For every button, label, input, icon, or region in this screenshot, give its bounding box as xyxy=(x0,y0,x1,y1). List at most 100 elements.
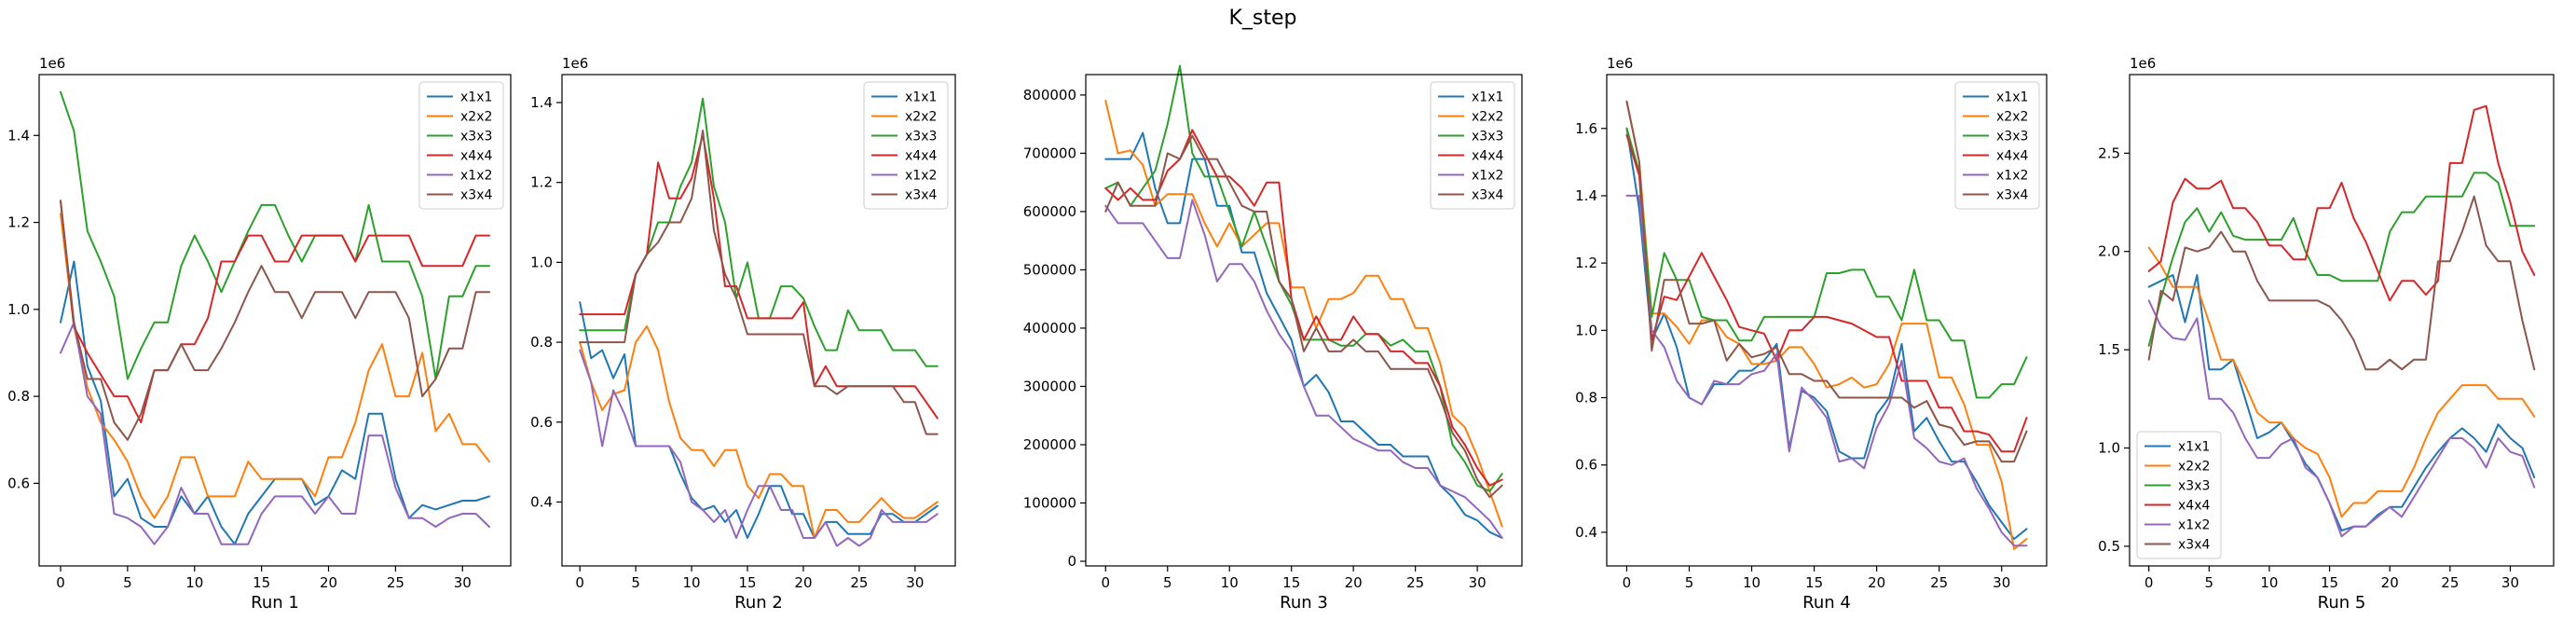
legend-label-x2x2: x2x2 xyxy=(460,110,492,125)
y-tick-label: 1.6 xyxy=(1575,120,1597,137)
series-line-x4x4 xyxy=(2147,104,2536,302)
figure-suptitle: K_step xyxy=(1228,7,1296,30)
chart-panel-2: 0 5 10 15 20 25 30 0.4 0.6 0.8 1.0 1.2 1.4 1e6 Run 2 x1… xyxy=(530,55,956,613)
x-tick-label: 0 xyxy=(56,574,65,591)
x-tick-label: 10 xyxy=(185,574,203,591)
x-axis-label: Run 2 xyxy=(734,593,783,613)
x-tick-label: 5 xyxy=(1685,574,1694,591)
x-tick-label: 25 xyxy=(1930,574,1948,591)
legend-label-x3x4: x3x4 xyxy=(460,188,492,203)
y-tick-label: 1.2 xyxy=(530,174,553,191)
y-tick-label: 2.5 xyxy=(2098,145,2120,161)
legend-box xyxy=(1430,81,1515,210)
series-line-x2x2 xyxy=(1625,100,2028,550)
legend-label-x2x2: x2x2 xyxy=(1472,110,1503,125)
y-tick-label: 400000 xyxy=(1023,320,1076,337)
y-tick-label: 1.4 xyxy=(7,127,30,144)
y-offset-text: 1e6 xyxy=(562,55,588,72)
legend-label-x1x1: x1x1 xyxy=(460,90,492,105)
legend-label-x1x1: x1x1 xyxy=(2178,440,2210,455)
y-tick-label: 1.0 xyxy=(7,301,30,318)
legend-label-x3x3: x3x3 xyxy=(905,130,937,145)
x-tick-label: 5 xyxy=(123,574,132,591)
y-tick-label: 0.8 xyxy=(1575,390,1597,406)
x-tick-label: 5 xyxy=(2205,574,2214,591)
y-tick-label: 700000 xyxy=(1023,145,1076,161)
x-tick-label: 0 xyxy=(1101,574,1110,591)
y-tick-label: 1.4 xyxy=(530,94,553,111)
y-tick-label: 0 xyxy=(1067,553,1076,570)
y-tick-label: 1.0 xyxy=(530,254,553,270)
x-tick-label: 15 xyxy=(1805,574,1823,591)
chart-panel-3: 0 5 10 15 20 25 30 0 100000 200000 300000 400000 500… xyxy=(1023,64,1523,613)
series-line-x3x3 xyxy=(1625,127,2028,399)
x-tick-label: 30 xyxy=(454,574,472,591)
series-line-x3x4 xyxy=(2147,195,2536,371)
x-axis-label: Run 1 xyxy=(251,593,299,613)
y-tick-label: 1.2 xyxy=(7,214,30,231)
y-tick-label: 1.5 xyxy=(2098,341,2120,358)
legend-label-x3x4: x3x4 xyxy=(1996,188,2028,203)
y-tick-label: 1.0 xyxy=(2098,440,2120,457)
x-tick-label: 25 xyxy=(1406,574,1424,591)
legend-label-x1x1: x1x1 xyxy=(1472,90,1503,105)
y-tick-label: 0.6 xyxy=(7,475,30,491)
x-tick-label: 5 xyxy=(1163,574,1172,591)
legend-label-x4x4: x4x4 xyxy=(905,149,937,164)
y-tick-label: 2.0 xyxy=(2098,243,2120,260)
y-tick-label: 0.4 xyxy=(530,493,553,510)
series-line-x1x2 xyxy=(579,349,939,547)
legend-box xyxy=(2136,431,2222,559)
series-line-x1x2 xyxy=(1104,199,1503,539)
series-line-x1x2 xyxy=(1625,194,2028,547)
legend: x1x1 x2x2 x3x3 x4x4 x1x2 x3x4 xyxy=(1954,81,2040,210)
y-tick-label: 100000 xyxy=(1023,494,1076,511)
y-offset-text: 1e6 xyxy=(2130,55,2156,72)
legend-label-x1x1: x1x1 xyxy=(905,90,937,105)
series-line-x2x2 xyxy=(2147,246,2536,518)
series-line-x4x4 xyxy=(1104,129,1503,487)
legend-label-x1x2: x1x2 xyxy=(905,169,937,184)
legend-label-x1x2: x1x2 xyxy=(2178,518,2210,533)
x-tick-label: 0 xyxy=(575,574,584,591)
y-tick-label: 0.6 xyxy=(530,414,553,431)
series-line-x1x1 xyxy=(60,260,490,545)
x-axis-label: Run 5 xyxy=(2318,593,2366,613)
x-tick-label: 10 xyxy=(1743,574,1761,591)
x-tick-label: 20 xyxy=(2381,574,2399,591)
axes-frame xyxy=(2129,74,2555,567)
x-axis-label: Run 3 xyxy=(1280,593,1328,613)
legend-label-x3x3: x3x3 xyxy=(1472,130,1503,145)
legend-label-x4x4: x4x4 xyxy=(460,149,492,164)
axes-frame xyxy=(38,74,512,567)
x-tick-label: 0 xyxy=(1623,574,1632,591)
x-tick-label: 30 xyxy=(1469,574,1487,591)
series-line-x1x2 xyxy=(60,321,490,545)
series-line-x1x2 xyxy=(2147,299,2536,538)
x-tick-label: 20 xyxy=(1345,574,1363,591)
legend-label-x1x2: x1x2 xyxy=(460,169,492,184)
legend-label-x1x1: x1x1 xyxy=(1996,90,2028,105)
y-tick-label: 0.8 xyxy=(530,334,553,351)
x-tick-label: 0 xyxy=(2144,574,2154,591)
x-tick-label: 20 xyxy=(1868,574,1885,591)
y-tick-label: 500000 xyxy=(1023,261,1076,278)
legend-label-x4x4: x4x4 xyxy=(1472,149,1503,164)
y-tick-label: 1.2 xyxy=(1575,255,1597,271)
y-tick-label: 0.6 xyxy=(1575,457,1597,474)
x-tick-label: 10 xyxy=(1221,574,1239,591)
x-tick-label: 30 xyxy=(906,574,924,591)
series-line-x3x4 xyxy=(579,130,939,435)
legend-label-x2x2: x2x2 xyxy=(905,110,937,125)
x-tick-label: 15 xyxy=(738,574,756,591)
x-axis-label: Run 4 xyxy=(1802,593,1851,613)
legend-label-x3x4: x3x4 xyxy=(1472,188,1503,203)
legend-label-x4x4: x4x4 xyxy=(2178,499,2210,514)
series-line-x3x4 xyxy=(1104,134,1503,499)
legend-label-x3x4: x3x4 xyxy=(2178,538,2210,553)
legend: x1x1 x2x2 x3x3 x4x4 x1x2 x3x4 xyxy=(2136,431,2222,559)
legend-label-x3x3: x3x3 xyxy=(1996,130,2028,145)
